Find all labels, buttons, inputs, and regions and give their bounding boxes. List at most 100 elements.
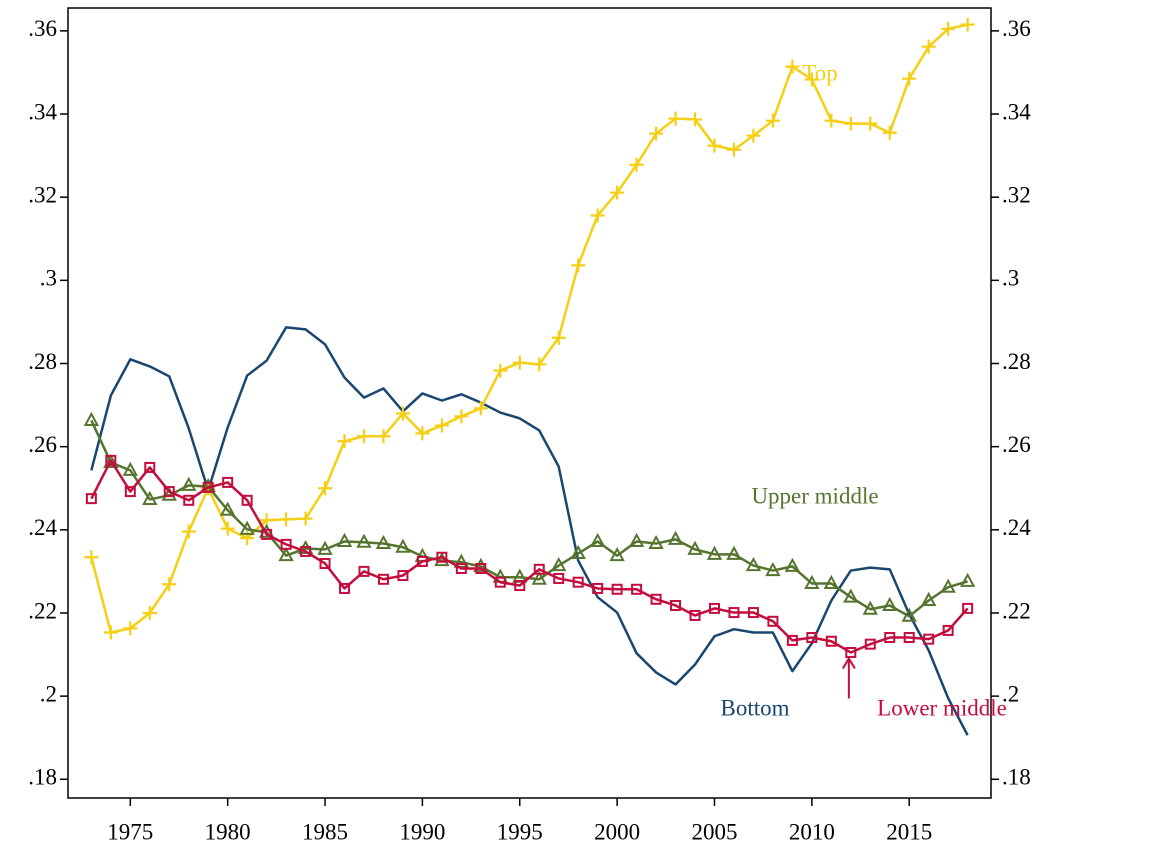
marker-triangle — [83, 411, 100, 426]
marker-plus — [960, 17, 975, 32]
marker-triangle — [765, 561, 781, 577]
y2-tick-label: .2 — [1002, 681, 1019, 706]
marker-square — [202, 481, 214, 493]
marker-triangle — [628, 532, 645, 547]
marker-triangle — [706, 545, 723, 560]
marker-triangle — [784, 557, 801, 572]
marker-square — [514, 580, 526, 592]
y-tick-label: .3 — [40, 266, 57, 291]
marker-plus — [142, 605, 157, 620]
marker-triangle — [278, 547, 294, 562]
marker-plus — [902, 71, 917, 86]
marker-square — [670, 599, 682, 611]
marker-triangle — [745, 556, 762, 572]
marker-plus — [571, 258, 586, 273]
y-tick-label: .18 — [28, 765, 57, 790]
marker-square — [611, 583, 623, 595]
marker-plus — [123, 621, 138, 636]
marker-triangle — [901, 607, 917, 622]
marker-square — [124, 486, 136, 498]
marker-square — [85, 493, 97, 505]
marker-square — [708, 602, 720, 614]
marker-square — [416, 555, 428, 567]
marker-square — [222, 476, 234, 488]
marker-triangle — [823, 574, 840, 589]
marker-square — [105, 454, 117, 466]
x-tick-label: 2015 — [886, 819, 932, 844]
marker-triangle — [239, 520, 255, 535]
x-tick-label: 1990 — [399, 819, 445, 844]
y2-tick-label: .26 — [1002, 432, 1031, 457]
marker-plus — [688, 112, 703, 127]
annotation-arrow — [841, 656, 856, 699]
marker-plus — [707, 138, 722, 153]
marker-triangle — [667, 530, 684, 545]
series — [85, 454, 974, 658]
marker-triangle — [395, 538, 411, 553]
y-tick-label: .26 — [28, 432, 57, 457]
marker-plus — [376, 429, 391, 444]
marker-triangle — [531, 570, 547, 585]
x-tick-label: 2005 — [691, 819, 737, 844]
marker-triangle — [103, 453, 119, 468]
x-tick-label: 2010 — [789, 819, 835, 844]
marker-plus — [395, 406, 410, 421]
x-tick-label: 2000 — [594, 819, 640, 844]
series-line — [90, 23, 968, 634]
series-label: Lower middle — [877, 695, 1007, 720]
x-tick-label: 1985 — [302, 819, 348, 844]
y2-tick-label: .36 — [1002, 16, 1031, 41]
series-line — [90, 459, 969, 654]
marker-square — [358, 565, 370, 577]
marker-triangle — [862, 600, 878, 615]
marker-triangle — [181, 476, 197, 491]
marker-plus — [279, 512, 294, 527]
plot-frame — [67, 7, 992, 799]
series — [84, 17, 975, 640]
marker-square — [572, 576, 584, 588]
marker-square — [767, 615, 779, 627]
marker-triangle — [570, 544, 586, 560]
marker-plus — [668, 111, 683, 126]
y2-tick-label: .24 — [1002, 515, 1031, 540]
y2-tick-label: .28 — [1002, 349, 1031, 374]
marker-square — [533, 563, 545, 575]
marker-plus — [532, 357, 547, 372]
marker-square — [923, 633, 935, 645]
marker-triangle — [551, 556, 567, 572]
marker-square — [475, 562, 487, 574]
marker-triangle — [589, 532, 606, 547]
marker-square — [241, 494, 253, 506]
marker-plus — [298, 511, 313, 526]
marker-square — [786, 634, 798, 646]
marker-square — [864, 638, 876, 650]
marker-triangle — [453, 553, 470, 568]
marker-plus — [590, 208, 605, 223]
marker-square — [455, 562, 467, 574]
marker-square — [494, 576, 506, 588]
marker-square — [845, 646, 857, 658]
marker-triangle — [219, 501, 236, 516]
marker-plus — [493, 363, 508, 378]
y2-tick-label: .22 — [1002, 598, 1031, 623]
marker-plus — [765, 113, 780, 128]
series — [90, 326, 969, 736]
marker-square — [377, 573, 389, 585]
marker-triangle — [940, 578, 956, 593]
marker-square — [592, 582, 604, 594]
marker-triangle — [375, 534, 392, 550]
x-tick-label: 1980 — [205, 819, 251, 844]
marker-plus — [512, 355, 527, 370]
x-tick-label: 1975 — [107, 819, 153, 844]
marker-square — [903, 632, 915, 644]
y-tick-label: .34 — [28, 99, 57, 124]
marker-square — [397, 570, 409, 582]
y-tick-label: .32 — [28, 182, 57, 207]
marker-plus — [356, 429, 371, 444]
marker-triangle — [959, 572, 976, 587]
marker-square — [884, 632, 896, 644]
series-line — [90, 326, 969, 736]
marker-triangle — [843, 588, 859, 603]
marker-triangle — [882, 596, 898, 611]
